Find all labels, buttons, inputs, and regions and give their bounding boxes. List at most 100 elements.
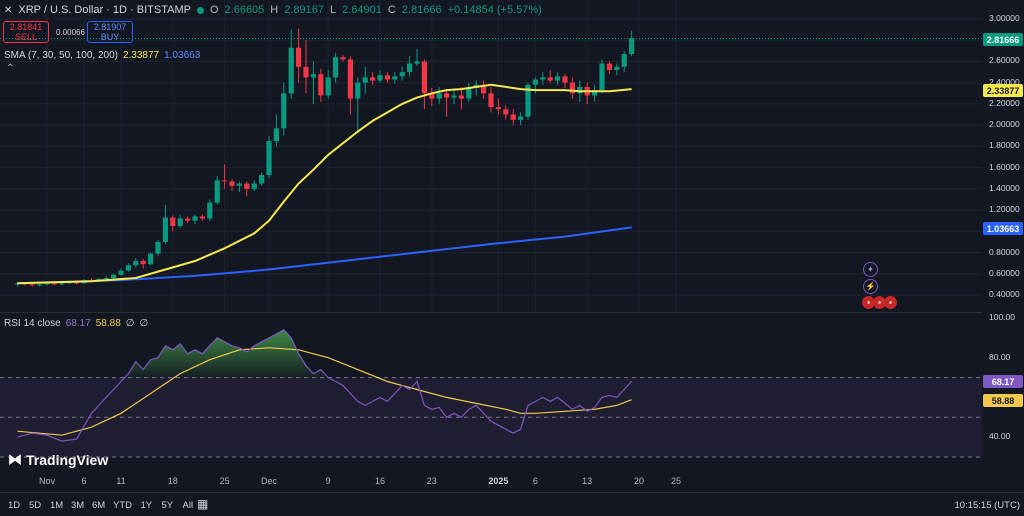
flag-icon[interactable]: ▪ [884, 296, 897, 309]
candle[interactable] [273, 128, 279, 142]
candle[interactable] [562, 76, 568, 83]
candle[interactable] [236, 183, 242, 186]
candle[interactable] [51, 283, 57, 285]
candle[interactable] [629, 38, 635, 55]
candle[interactable] [37, 284, 43, 286]
candle[interactable] [444, 93, 450, 98]
collapse-icon[interactable]: ✕ [4, 4, 13, 16]
rsi-legend[interactable]: RSI 14 close 68.17 58.88 ∅ ∅ [4, 318, 148, 329]
candle[interactable] [333, 57, 339, 78]
calendar-icon[interactable]: ▦ [197, 497, 209, 511]
candle[interactable] [384, 75, 390, 80]
candle[interactable] [207, 202, 213, 219]
candle[interactable] [599, 63, 605, 91]
candle[interactable] [266, 141, 272, 176]
candle[interactable] [170, 217, 176, 226]
candle[interactable] [214, 180, 220, 203]
candle[interactable] [466, 88, 472, 99]
range-button-1y[interactable]: 1Y [140, 500, 153, 511]
candle[interactable] [318, 74, 324, 96]
sma-blue-line[interactable] [17, 226, 632, 285]
candle[interactable] [377, 75, 383, 81]
sma-yellow-line[interactable] [17, 83, 632, 285]
range-button-1d[interactable]: 1D [8, 500, 21, 511]
candle[interactable] [162, 217, 168, 242]
candle[interactable] [355, 82, 361, 99]
candle[interactable] [14, 283, 20, 285]
range-button-6m[interactable]: 6M [92, 500, 106, 511]
candle[interactable] [569, 82, 575, 94]
tradingview-logo[interactable]: ⧓ TradingView [8, 451, 108, 468]
candle[interactable] [429, 93, 435, 99]
candle[interactable] [281, 93, 287, 129]
candle[interactable] [296, 47, 302, 67]
candle[interactable] [577, 86, 583, 94]
candle[interactable] [148, 253, 154, 265]
candle[interactable] [111, 274, 117, 279]
candle[interactable] [74, 282, 80, 284]
symbol-title[interactable]: XRP / U.S. Dollar · 1D · BITSTAMP [18, 4, 191, 16]
candle[interactable] [451, 95, 457, 98]
candle[interactable] [222, 180, 228, 182]
candle[interactable] [229, 181, 235, 186]
candle[interactable] [518, 116, 524, 120]
candle[interactable] [303, 66, 309, 78]
candle[interactable] [621, 54, 627, 67]
candle[interactable] [192, 216, 198, 221]
candle[interactable] [392, 76, 398, 80]
candle[interactable] [362, 77, 368, 83]
candle[interactable] [547, 77, 553, 81]
candle[interactable] [510, 114, 516, 120]
candle[interactable] [288, 47, 294, 94]
candle[interactable] [155, 241, 161, 254]
event-lightning-icon[interactable]: ⚡ [863, 279, 878, 294]
chevron-up-icon[interactable]: ⌃ [6, 63, 15, 74]
candle[interactable] [555, 76, 561, 81]
range-button-5d[interactable]: 5D [29, 500, 42, 511]
range-button-ytd[interactable]: YTD [113, 500, 132, 511]
candle[interactable] [399, 72, 405, 77]
price-chart[interactable] [0, 0, 982, 313]
range-button-3m[interactable]: 3M [71, 500, 85, 511]
sma-legend[interactable]: SMA (7, 30, 50, 100, 200) 2.33877 1.0366… [4, 50, 200, 61]
candle[interactable] [140, 261, 146, 265]
range-button-5y[interactable]: 5Y [161, 500, 174, 511]
candle[interactable] [177, 218, 183, 226]
candle[interactable] [540, 77, 546, 80]
candle[interactable] [251, 183, 257, 189]
rsi-line[interactable] [17, 329, 633, 442]
candle[interactable] [421, 61, 427, 94]
rsi-ma-line[interactable] [17, 347, 632, 436]
candle[interactable] [525, 84, 531, 117]
candle[interactable] [44, 283, 50, 285]
pane-separator[interactable] [0, 312, 982, 313]
sell-button[interactable]: 2.81841 SELL [3, 21, 49, 43]
candle[interactable] [118, 270, 124, 275]
clock[interactable]: 10:15:15 (UTC) [954, 500, 1020, 511]
candle[interactable] [495, 107, 501, 110]
range-button-1m[interactable]: 1M [50, 500, 64, 511]
candle[interactable] [532, 79, 538, 85]
event-star-icon[interactable]: ✦ [863, 262, 878, 277]
candle[interactable] [481, 84, 487, 94]
rsi-chart[interactable] [0, 313, 982, 465]
candle[interactable] [259, 175, 265, 184]
candle[interactable] [414, 61, 420, 64]
candle[interactable] [407, 63, 413, 73]
candle[interactable] [340, 57, 346, 60]
candle[interactable] [59, 283, 65, 285]
candle[interactable] [125, 265, 131, 271]
candle[interactable] [185, 218, 191, 221]
candle[interactable] [29, 284, 35, 286]
candle[interactable] [310, 74, 316, 78]
candle[interactable] [347, 59, 353, 99]
candle[interactable] [458, 95, 464, 99]
buy-button[interactable]: 2.81907 BUY [87, 21, 133, 43]
candle[interactable] [370, 77, 376, 81]
candle[interactable] [592, 90, 598, 96]
flag-icon[interactable]: ▪ [873, 296, 886, 309]
candle[interactable] [488, 93, 494, 108]
candle[interactable] [606, 63, 612, 70]
candle[interactable] [199, 216, 205, 219]
candle[interactable] [244, 183, 250, 189]
